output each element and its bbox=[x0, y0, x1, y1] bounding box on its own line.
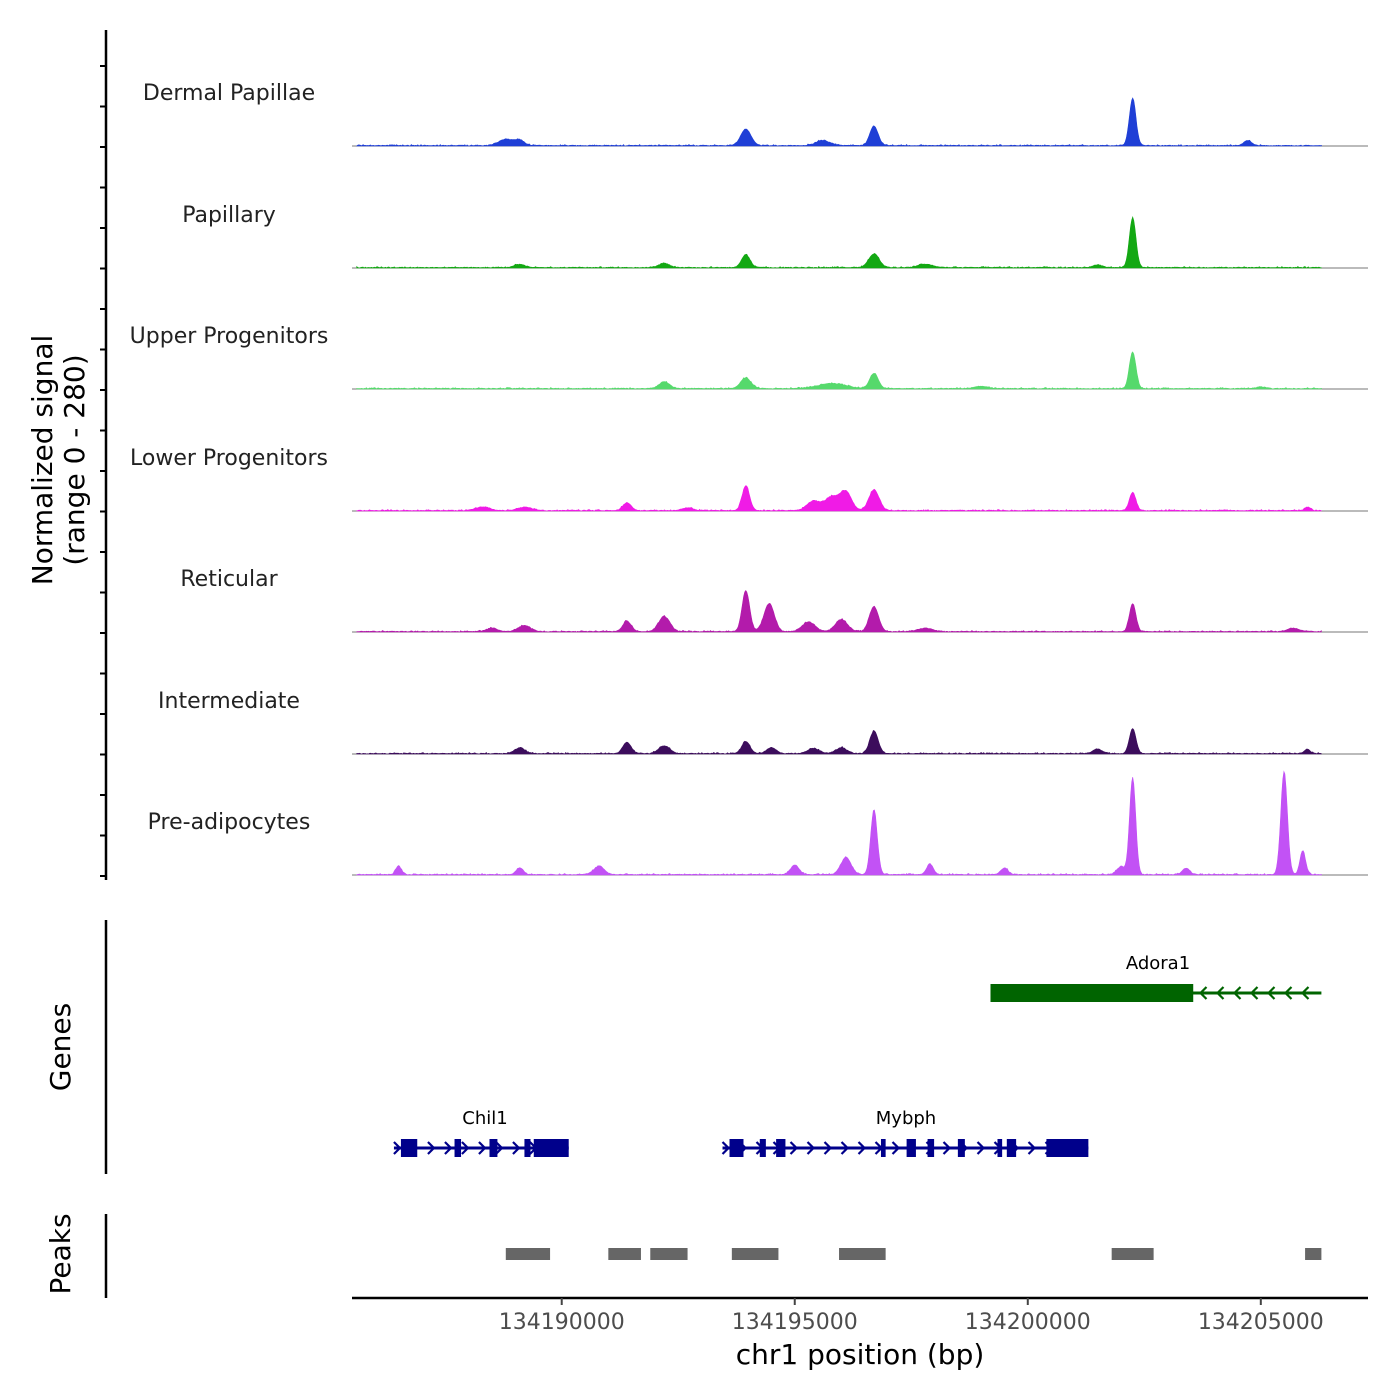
exon bbox=[1006, 1139, 1017, 1157]
gene-name: Mybph bbox=[876, 1108, 936, 1129]
strand-arrow bbox=[806, 1141, 816, 1155]
strand-arrow bbox=[444, 1141, 453, 1155]
track-label: Dermal Papillae bbox=[143, 81, 315, 106]
strand-arrow bbox=[1300, 986, 1310, 1000]
signal-area bbox=[356, 589, 1322, 633]
x-tick-label: 134190000 bbox=[499, 1310, 625, 1335]
exon bbox=[1046, 1139, 1089, 1157]
track-label: Reticular bbox=[180, 567, 278, 592]
exon bbox=[533, 1139, 569, 1157]
gene-name: Chil1 bbox=[462, 1108, 507, 1129]
strand-arrow bbox=[1266, 986, 1276, 1000]
exon bbox=[776, 1139, 786, 1157]
gene-name: Adora1 bbox=[1126, 953, 1190, 974]
strand-arrow bbox=[1027, 1141, 1037, 1155]
x-tick-label: 134195000 bbox=[732, 1310, 858, 1335]
axis-titles: chr1 position (bp) Normalized signal (rang… bbox=[26, 335, 984, 1371]
track-label: Pre-adipocytes bbox=[148, 810, 311, 835]
strand-arrow bbox=[840, 1141, 850, 1155]
exon bbox=[729, 1139, 744, 1157]
exon bbox=[759, 1139, 766, 1157]
track-label: Lower Progenitors bbox=[130, 446, 328, 471]
strand-arrow bbox=[393, 1141, 402, 1155]
x-axis-title: chr1 position (bp) bbox=[736, 1338, 985, 1371]
peak-region bbox=[650, 1248, 688, 1260]
signal-area bbox=[356, 485, 1322, 512]
exon bbox=[489, 1139, 498, 1157]
x-tick-label: 134200000 bbox=[965, 1310, 1091, 1335]
strand-arrow bbox=[857, 1141, 867, 1155]
peaks-panel: Peaks bbox=[44, 1213, 1322, 1298]
peak-region bbox=[1305, 1248, 1322, 1260]
signal-area bbox=[355, 97, 1322, 147]
peak-region bbox=[731, 1248, 779, 1260]
exon bbox=[997, 1139, 1003, 1157]
exon bbox=[906, 1139, 916, 1157]
exon bbox=[454, 1139, 462, 1157]
signal-area bbox=[356, 728, 1322, 755]
exon bbox=[990, 984, 1194, 1002]
peak-region bbox=[839, 1248, 886, 1260]
strand-arrow bbox=[1283, 986, 1293, 1000]
track-label: Papillary bbox=[182, 203, 276, 228]
exon bbox=[880, 1139, 886, 1157]
signal-area bbox=[356, 351, 1322, 390]
strand-arrow bbox=[1198, 986, 1208, 1000]
signal-area bbox=[356, 770, 1322, 876]
strand-arrow bbox=[427, 1141, 436, 1155]
genes-panel: Genes Adora1 Chil1 Mybph bbox=[44, 920, 1322, 1174]
strand-arrow bbox=[1249, 986, 1259, 1000]
peak-region bbox=[1111, 1248, 1154, 1260]
y-axis-title-line2: (range 0 - 280) bbox=[58, 354, 91, 565]
signal-panel: Dermal Papillae Papillary Upper Progenitor… bbox=[100, 30, 1368, 880]
peaks-label: Peaks bbox=[44, 1213, 77, 1294]
x-axis: 134190000 134195000 134200000 134205000 bbox=[352, 1296, 1368, 1335]
strand-arrow bbox=[495, 1141, 504, 1155]
strand-arrow bbox=[461, 1141, 470, 1155]
track-label: Intermediate bbox=[158, 689, 300, 714]
strand-arrow bbox=[976, 1141, 986, 1155]
exon bbox=[927, 1139, 935, 1157]
genes-label: Genes bbox=[44, 1003, 77, 1091]
strand-arrow bbox=[1232, 986, 1242, 1000]
y-axis-title-line1: Normalized signal bbox=[26, 335, 59, 586]
strand-arrow bbox=[823, 1141, 833, 1155]
track-label: Upper Progenitors bbox=[130, 324, 329, 349]
signal-area bbox=[356, 216, 1322, 269]
strand-arrow bbox=[942, 1141, 952, 1155]
exon bbox=[957, 1139, 965, 1157]
strand-arrow bbox=[721, 1141, 731, 1155]
strand-arrow bbox=[789, 1141, 799, 1155]
strand-arrow bbox=[478, 1141, 487, 1155]
strand-arrow bbox=[512, 1141, 521, 1155]
peak-region bbox=[505, 1248, 551, 1260]
strand-arrow bbox=[1215, 986, 1225, 1000]
exon bbox=[400, 1139, 418, 1157]
peak-region bbox=[608, 1248, 641, 1260]
x-tick-label: 134205000 bbox=[1198, 1310, 1324, 1335]
exon bbox=[524, 1139, 531, 1157]
strand-arrow bbox=[891, 1141, 901, 1155]
